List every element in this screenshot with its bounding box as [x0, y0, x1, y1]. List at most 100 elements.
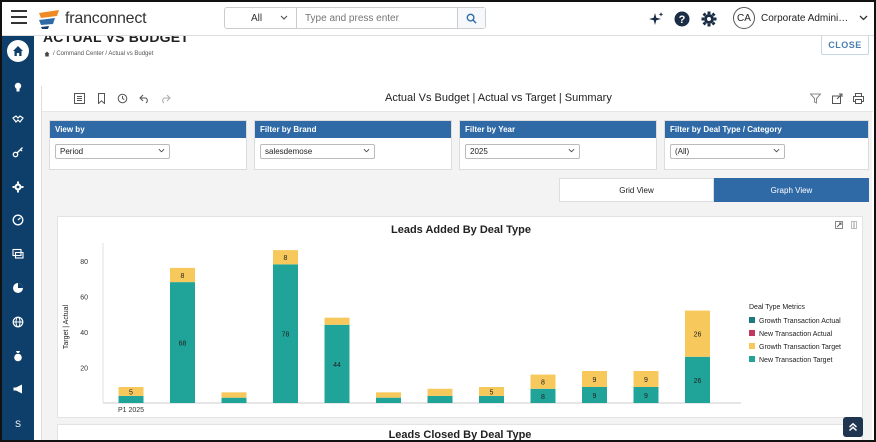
breadcrumb-text[interactable]: / Command Center / Actual vs Budget [53, 51, 154, 57]
legend-title: Deal Type Metrics [749, 304, 805, 311]
data-label: 8 [284, 255, 288, 262]
data-label: 9 [593, 393, 597, 400]
handshake-icon[interactable] [6, 107, 30, 131]
bar-growth-transaction-target [427, 388, 453, 396]
undo-icon[interactable] [139, 93, 150, 104]
search-button[interactable] [457, 8, 485, 28]
home-icon[interactable] [44, 51, 50, 57]
money-bag-icon[interactable] [6, 344, 30, 368]
data-label: 9 [644, 393, 648, 400]
bar-growth-transaction-target [479, 387, 504, 396]
more-vertical-icon[interactable] [851, 221, 857, 229]
report-panel: Actual Vs Budget | Actual vs Target | Su… [41, 86, 873, 441]
filter-brand: Filter by Brand salesdemose [254, 120, 452, 170]
pie-icon[interactable] [6, 276, 30, 300]
year-select[interactable]: 2025 [465, 144, 580, 159]
bar-new-transaction-target [427, 395, 453, 403]
chevron-down-icon [280, 15, 288, 20]
filter-brand-label: Filter by Brand [255, 121, 451, 138]
sidebar: S [2, 36, 34, 440]
top-bar: franconnect All ? CA Corporate Administr… [2, 2, 874, 36]
data-label: 8 [181, 273, 185, 280]
bar-growth-transaction-target [324, 317, 350, 325]
grid-view-button[interactable]: Grid View [559, 178, 714, 202]
data-label: 44 [333, 362, 341, 369]
lightbulb-icon[interactable] [6, 75, 30, 99]
user-menu[interactable]: CA Corporate Administrator [733, 7, 868, 29]
filter-deal-type-label: Filter by Deal Type / Category [665, 121, 868, 138]
search-icon [466, 13, 477, 24]
bar-growth-transaction-target [530, 374, 556, 389]
globe-icon[interactable] [6, 310, 30, 334]
report-toolbar: Actual Vs Budget | Actual vs Target | Su… [42, 86, 873, 112]
chevron-down-icon [773, 148, 780, 153]
data-label: 5 [490, 389, 494, 396]
chart-svg: Leads Added By Deal Type 20 40 60 80 Target |… [63, 224, 841, 414]
gear-icon[interactable] [6, 175, 30, 199]
avatar: CA [733, 7, 755, 29]
filter-view-by: View by Period [49, 120, 247, 170]
brand-value: salesdemose [265, 147, 313, 156]
search-scope-value: All [251, 12, 263, 24]
filter-year: Filter by Year 2025 [459, 120, 657, 170]
filter-view-by-label: View by [50, 121, 246, 138]
y-axis-label: Target | Actual [63, 304, 70, 349]
data-label: 9 [644, 377, 648, 384]
year-value: 2025 [470, 147, 488, 156]
sidebar-bottom-label[interactable]: S [14, 419, 21, 429]
settings-gear-icon[interactable] [701, 11, 717, 27]
bar-growth-transaction-target [118, 387, 144, 396]
filter-icon[interactable] [810, 93, 821, 104]
chart-leads-added: Leads Added By Deal Type 20 40 60 80 Target |… [57, 216, 863, 418]
chevron-down-icon [363, 148, 370, 153]
bar-new-transaction-target [633, 387, 659, 403]
logo-text: franconnect [65, 10, 147, 27]
y-tick-label: 80 [80, 259, 88, 266]
bar-new-transaction-target [685, 356, 710, 403]
data-label: 26 [694, 378, 702, 385]
expand-icon[interactable] [835, 221, 843, 229]
chevron-down-icon [859, 15, 868, 21]
filter-year-label: Filter by Year [460, 121, 656, 138]
chevron-down-icon [158, 148, 165, 153]
help-icon[interactable]: ? [674, 11, 690, 27]
chart2-title: Leads Closed By Deal Type [388, 429, 532, 441]
bar-new-transaction-target [530, 388, 556, 403]
deal-type-select[interactable]: (All) [670, 144, 785, 159]
close-button[interactable]: CLOSE [821, 35, 869, 55]
legend-label: New Transaction Target [759, 357, 832, 364]
data-label: 78 [282, 332, 290, 339]
logo[interactable]: franconnect [37, 7, 147, 31]
key-icon[interactable] [6, 140, 30, 164]
brand-select[interactable]: salesdemose [260, 144, 375, 159]
hamburger-menu-icon[interactable] [11, 10, 27, 24]
bar-new-transaction-target [376, 397, 401, 403]
print-icon[interactable] [853, 93, 864, 104]
svg-text:?: ? [679, 14, 686, 26]
view-by-select[interactable]: Period [55, 144, 170, 159]
graph-view-button[interactable]: Graph View [714, 178, 869, 202]
bar-growth-transaction-target [170, 267, 195, 283]
search-input[interactable] [297, 12, 457, 24]
data-label: 9 [593, 377, 597, 384]
table-of-contents-icon[interactable] [74, 93, 85, 104]
bar-new-transaction-target [221, 397, 247, 403]
bar-new-transaction-target [170, 282, 195, 403]
chat-icon[interactable] [6, 242, 30, 266]
y-tick-label: 60 [80, 294, 88, 301]
search-scope-select[interactable]: All [225, 8, 297, 28]
chevron-double-up-icon [848, 422, 858, 432]
sparkle-icon[interactable] [648, 11, 664, 27]
home-icon[interactable] [7, 40, 29, 62]
bar-growth-transaction-target [685, 310, 710, 357]
gauge-icon[interactable] [6, 208, 30, 232]
megaphone-icon[interactable] [6, 377, 30, 401]
history-icon[interactable] [117, 93, 128, 104]
legend-swatch [749, 343, 755, 349]
redo-icon[interactable] [160, 93, 171, 104]
bookmark-icon[interactable] [96, 93, 107, 104]
share-icon[interactable] [832, 93, 843, 104]
search-bar: All [224, 7, 486, 29]
scroll-to-top-button[interactable] [843, 417, 863, 437]
